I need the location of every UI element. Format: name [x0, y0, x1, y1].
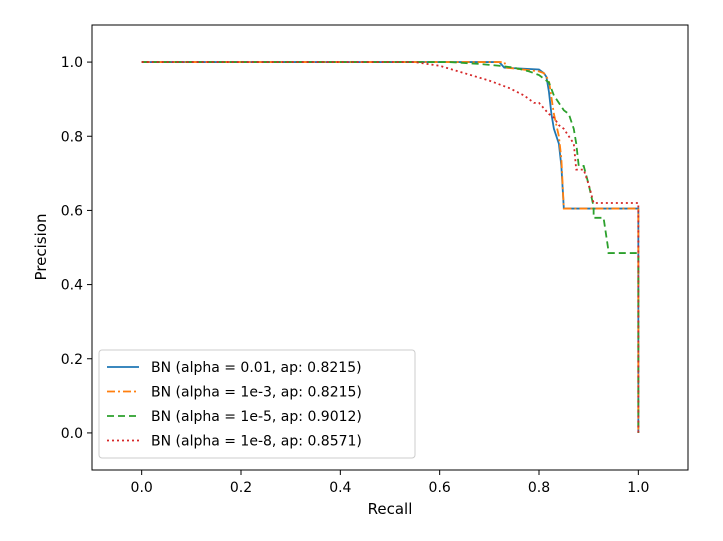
y-tick-label: 0.6 — [61, 203, 83, 219]
series-line-2 — [141, 61, 640, 433]
legend-label-2: BN (alpha = 1e-5, ap: 0.9012) — [151, 409, 362, 425]
x-tick-label: 0.4 — [329, 480, 351, 496]
y-tick-label: 1.0 — [61, 55, 83, 71]
series-line-3 — [141, 61, 640, 433]
x-axis-label: Recall — [368, 500, 413, 518]
y-axis-label: Precision — [32, 214, 50, 281]
series-lines — [141, 61, 640, 433]
legend-label-1: BN (alpha = 1e-3, ap: 0.8215) — [151, 385, 362, 401]
legend-box — [98, 349, 416, 459]
y-axis-ticks: 0.0 0.2 0.4 0.6 0.8 1.0 — [61, 55, 92, 442]
x-axis-ticks: 0.0 0.2 0.4 0.6 0.8 1.0 — [131, 470, 649, 496]
legend-label-0: BN (alpha = 0.01, ap: 0.8215) — [151, 360, 362, 376]
series-line-1 — [141, 61, 640, 433]
x-tick-label: 1.0 — [627, 480, 649, 496]
legend-label-3: BN (alpha = 1e-8, ap: 0.8571) — [151, 434, 362, 450]
y-tick-label: 0.4 — [61, 278, 83, 294]
y-tick-label: 0.2 — [61, 352, 83, 368]
y-tick-label: 0.8 — [61, 129, 83, 145]
x-tick-label: 0.0 — [131, 480, 153, 496]
plot-frame — [91, 24, 689, 471]
x-tick-label: 0.2 — [230, 480, 252, 496]
x-tick-label: 0.6 — [429, 480, 451, 496]
legend: BN (alpha = 0.01, ap: 0.8215) BN (alpha =… — [98, 349, 416, 459]
y-tick-label: 0.0 — [61, 426, 83, 442]
x-tick-label: 0.8 — [528, 480, 550, 496]
